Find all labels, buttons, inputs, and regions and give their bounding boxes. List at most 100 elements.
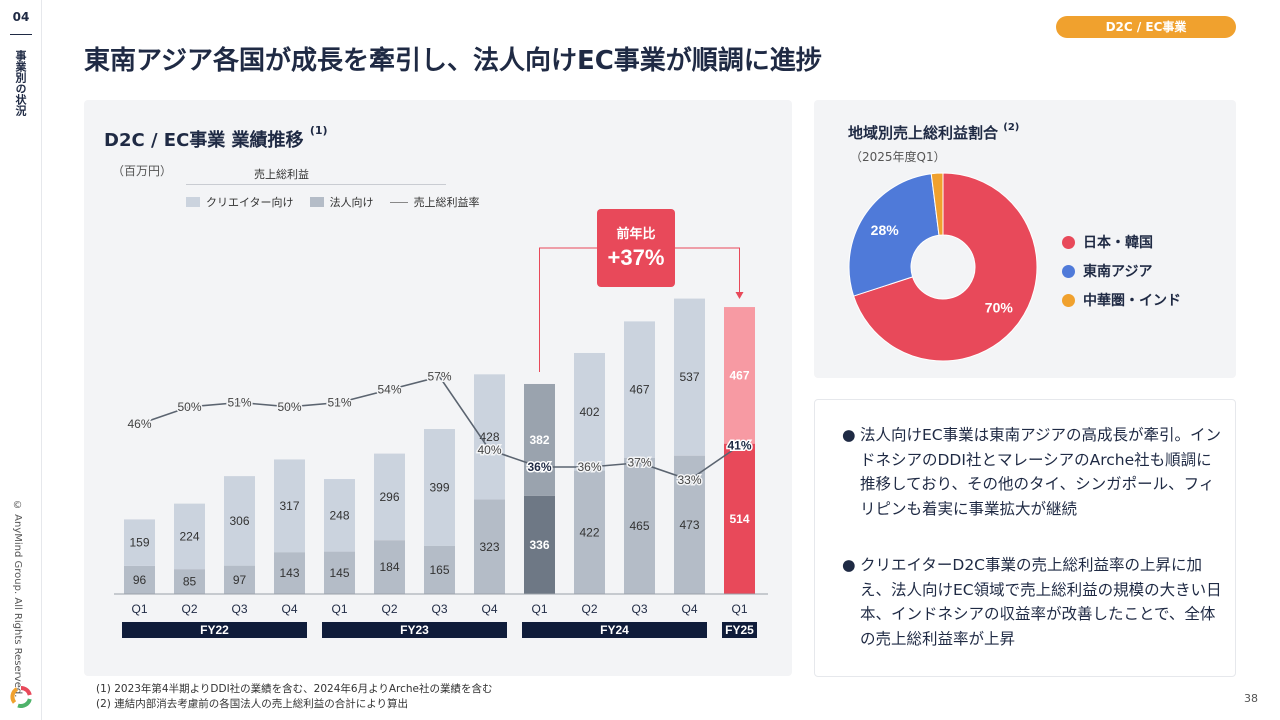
footnote: (1) 2023年第4半期よりDDI社の業績を含む、2024年6月よりArche… (96, 683, 493, 695)
x-tick-label: Q1 (731, 602, 747, 616)
bullet-icon: ● (842, 556, 856, 574)
bar-corporate (524, 495, 555, 594)
bar-corporate (374, 540, 405, 594)
legend-label-corporate: 法人向け (329, 196, 374, 209)
copyright: © AnyMind Group. All Rights Reserved. (12, 500, 23, 698)
x-tick-label: Q4 (681, 602, 697, 616)
chart-title-note: (1) (309, 124, 328, 137)
yoy-label: 前年比 (616, 226, 655, 241)
x-tick-label: Q1 (131, 602, 147, 616)
bar-creator (324, 479, 355, 552)
x-tick-label: Q1 (531, 602, 547, 616)
fiscal-year-bar (522, 622, 707, 638)
margin-label: 46% (127, 417, 151, 431)
bar-value-creator: 467 (729, 368, 749, 382)
bar-corporate (674, 455, 705, 594)
margin-label: 33% (677, 473, 701, 487)
legend-swatch-creator (186, 197, 200, 207)
bar-value-creator: 537 (679, 370, 699, 384)
bar-corporate (724, 443, 755, 594)
bar-corporate (624, 457, 655, 594)
x-tick-label: Q1 (331, 602, 347, 616)
bar-value-corporate: 143 (279, 566, 299, 580)
pie-title: 地域別売上総利益割合 (2) (848, 122, 1019, 143)
margin-label: 50% (177, 400, 201, 414)
chart-title-text: D2C / EC事業 業績推移 (104, 130, 304, 151)
legend-group-label: 売上総利益 (254, 168, 309, 181)
bar-creator (424, 429, 455, 546)
bar-value-corporate: 323 (479, 540, 499, 554)
chart-unit: （百万円） (112, 164, 173, 178)
bullet-icon: ● (842, 426, 856, 444)
legend-item-corporate: 法人向け (309, 194, 374, 210)
bar-value-corporate: 85 (183, 575, 197, 589)
fiscal-year-label: FY25 (725, 623, 754, 637)
bar-value-corporate: 473 (679, 518, 699, 532)
bar-creator (224, 476, 255, 566)
yoy-arrowhead (735, 292, 744, 299)
pie-legend-label-japan: 日本・韓国 (1083, 235, 1153, 251)
legend-item-margin: 売上総利益率 (389, 194, 480, 210)
bar-value-corporate: 514 (729, 512, 749, 526)
margin-label: 40% (477, 443, 501, 457)
bar-value-corporate: 96 (133, 573, 147, 587)
pie-subtitle: （2025年度Q1） (850, 150, 946, 164)
bar-creator (674, 298, 705, 456)
legend-dot-sea (1062, 264, 1075, 278)
legend-swatch-margin (389, 201, 408, 203)
bullet-text: クリエイターD2C事業の売上総利益率の上昇に加え、法人向けEC領域で売上総利益の… (860, 556, 1222, 648)
footnote: (2) 連結内部消去考慮前の各国法人の売上総利益の合計により算出 (96, 698, 408, 710)
bar-corporate (224, 565, 255, 594)
bar-value-creator: 382 (529, 433, 549, 447)
legend-label-margin: 売上総利益率 (413, 196, 480, 209)
margin-label: 51% (227, 396, 251, 410)
section-label: 事業別の状況 (14, 50, 27, 116)
bar-corporate (324, 551, 355, 594)
bar-creator (524, 383, 555, 496)
x-tick-label: Q4 (281, 602, 297, 616)
bullet-text: 法人向けEC事業は東南アジアの高成長が牽引。インドネシアのDDI社とマレーシアの… (860, 426, 1221, 518)
legend-group-divider (186, 184, 446, 185)
bar-corporate (474, 499, 505, 594)
margin-label: 36% (527, 460, 551, 474)
yoy-callout-box (597, 209, 675, 287)
margin-line (139, 375, 740, 481)
x-tick-label: Q3 (231, 602, 247, 616)
pie-legend-item-other: 中華圏・インド (1062, 290, 1181, 310)
legend-label-creator: クリエイター向け (206, 196, 294, 209)
bar-creator (724, 307, 755, 444)
bar-creator (574, 352, 605, 471)
legend-dot-other (1062, 293, 1075, 307)
bar-corporate (174, 569, 205, 594)
bar-corporate (574, 470, 605, 594)
bar-line-chart: 96 159 Q1 85 224 Q2 97 306 Q3 143 317 Q4 145 248 Q1 184… (114, 209, 768, 638)
bar-creator (374, 453, 405, 541)
pie-slice (930, 172, 944, 236)
bar-creator (124, 519, 155, 566)
commentary-bullet: ● クリエイターD2C事業の売上総利益率の上昇に加え、法人向けEC領域で売上総利益… (842, 553, 1222, 651)
pie-legend-item-japan: 日本・韓国 (1062, 232, 1181, 252)
commentary-bullet: ● 法人向けEC事業は東南アジアの高成長が牽引。インドネシアのDDI社とマレーシア… (842, 423, 1222, 521)
pie-legend: 日本・韓国 東南アジア 中華圏・インド (1062, 232, 1181, 319)
fiscal-year-label: FY24 (600, 623, 629, 637)
margin-label: 51% (327, 396, 351, 410)
fiscal-year-label: FY22 (200, 623, 229, 637)
fiscal-year-label: FY23 (400, 623, 429, 637)
yoy-value: +37% (608, 245, 665, 270)
margin-label: 36% (577, 460, 601, 474)
bar-value-corporate: 165 (429, 563, 449, 577)
bar-value-creator: 159 (129, 536, 149, 550)
bar-value-corporate: 336 (529, 538, 549, 552)
bar-creator (474, 374, 505, 500)
bar-value-corporate: 145 (329, 566, 349, 580)
bar-value-corporate: 422 (579, 525, 599, 539)
margin-label: 41% (727, 439, 751, 453)
commentary-panel (814, 399, 1236, 677)
donut-chart: 70% 28% (848, 172, 1038, 362)
fiscal-year-bar (722, 622, 757, 638)
pie-title-note: (2) (1003, 122, 1020, 133)
chart-legend: クリエイター向け 法人向け 売上総利益率 (186, 194, 480, 210)
bar-corporate (424, 545, 455, 594)
fiscal-year-bar (122, 622, 307, 638)
pie-slice (852, 172, 1038, 362)
